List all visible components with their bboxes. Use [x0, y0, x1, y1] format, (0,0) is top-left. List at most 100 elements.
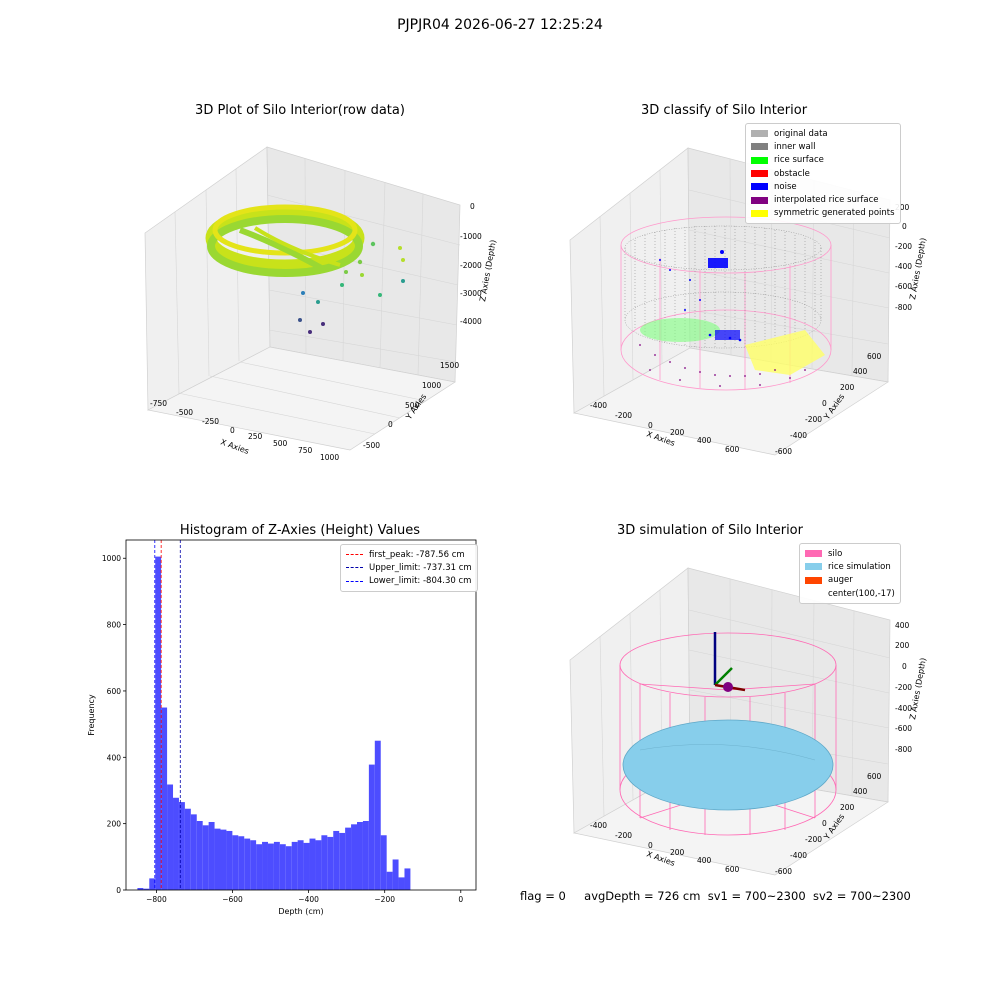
histogram-bar [226, 830, 233, 890]
histogram-bar [244, 838, 251, 890]
histogram-bar [155, 556, 162, 890]
histogram-bar [398, 877, 405, 890]
histogram-chart: −800 −600 −400 −200 0 0 200 400 600 800 1000 Dept… [87, 539, 477, 916]
panel2-ztick: -800 [895, 303, 912, 312]
histogram-xtick-label: −800 [146, 895, 167, 904]
raw-data-ring [205, 204, 405, 334]
histogram-title: Histogram of Z-Axies (Height) Values [179, 523, 421, 538]
panel4-ytick: 200 [840, 803, 855, 812]
panel1-xtick: -750 [150, 399, 167, 408]
symmetric-points [745, 330, 825, 375]
inner-wall-points [624, 225, 822, 349]
panel4-ztick: -800 [895, 745, 912, 754]
histogram-bar [161, 707, 168, 890]
panel4-ztick: -200 [895, 683, 912, 692]
legend-swatch [751, 130, 768, 138]
histogram-bar [386, 871, 393, 890]
legend-entry-upper-limit: Upper_limit: -737.31 cm [346, 561, 472, 574]
histogram-bar [303, 842, 310, 890]
histogram-bar [214, 828, 221, 890]
panel1-ytick: 1500 [440, 361, 459, 370]
panel4-xtick: 400 [697, 856, 712, 865]
panel1-title: 3D Plot of Silo Interior(row data) [195, 103, 405, 118]
panel4-ztick: 0 [902, 662, 907, 671]
panel4-xtick: 200 [670, 848, 685, 857]
panel1-xtick: -500 [176, 408, 193, 417]
histogram-bar [256, 844, 263, 890]
histogram-bar [262, 841, 268, 890]
histogram-ytick-label: 0 [116, 886, 121, 895]
noise-points [659, 250, 742, 342]
panel2-xtick: -200 [615, 411, 632, 420]
panel2-ytick: 600 [867, 352, 882, 361]
histogram-bar [267, 843, 274, 890]
histogram-bar [220, 829, 227, 890]
histogram-bar [291, 841, 298, 890]
histogram-xtick-label: −600 [222, 895, 243, 904]
legend-swatch [751, 196, 768, 204]
panel1-zlabel: Z Axies (Depth) [478, 239, 498, 302]
panel2-xtick: 400 [697, 436, 712, 445]
legend-entry-obstacle: obstacle [751, 167, 895, 180]
panel4-ztick: 400 [895, 621, 910, 630]
panel1-ytick: 500 [405, 401, 420, 410]
histogram-bar [184, 808, 191, 890]
legend-entry-noise: noise [751, 180, 895, 193]
legend-entry-auger: auger [805, 574, 895, 587]
legend-entry-center: center(100,-17) [805, 587, 895, 600]
legend-label: inner wall [774, 141, 816, 152]
panel2-title: 3D classify of Silo Interior [640, 103, 808, 118]
panel1-ztick: -2000 [460, 261, 482, 270]
panel2-ztick: -400 [895, 262, 912, 271]
legend-entry-interpolated: interpolated rice surface [751, 193, 895, 206]
legend-label: rice simulation [828, 561, 891, 572]
panel4-xtick: 600 [725, 865, 740, 874]
panel1-ztick: -1000 [460, 232, 482, 241]
legend-label: obstacle [774, 168, 810, 179]
histogram-bar [357, 821, 363, 890]
panel2-ytick: -200 [805, 415, 822, 424]
histogram-bar [351, 824, 357, 890]
legend-entry-silo: silo [805, 547, 895, 560]
histogram-bar [285, 846, 292, 890]
panel1-xtick: 250 [248, 432, 263, 441]
histogram-bar [279, 844, 286, 890]
histogram-bar [143, 888, 150, 890]
panel4-ytick: 0 [822, 819, 827, 828]
histogram-ytick-label: 800 [107, 621, 122, 630]
histogram-bar [238, 836, 245, 890]
panel2-ztick: -200 [895, 242, 912, 251]
legend-line [346, 567, 363, 569]
histogram-bar [202, 825, 209, 890]
panel1-xtick: 1000 [320, 453, 339, 462]
legend-label: original data [774, 128, 828, 139]
panel2-ytick: 400 [853, 367, 868, 376]
panel1-ztick: 0 [470, 202, 475, 211]
legend-label: noise [774, 181, 797, 192]
panel2-xtick: -400 [590, 401, 607, 410]
legend-label: silo [828, 548, 843, 559]
status-sv2: sv2 = 700~2300 [812, 889, 911, 903]
legend-label: Lower_limit: -804.30 cm [369, 576, 472, 587]
auger-marker [713, 632, 746, 692]
panel1-xtick: 500 [273, 439, 288, 448]
panel1-ztick: -3000 [460, 289, 482, 298]
histogram-xtick-label: −400 [298, 895, 319, 904]
legend-entry-rice-surface: rice surface [751, 154, 895, 167]
legend-entry-inner-wall: inner wall [751, 140, 895, 153]
histogram-bar [137, 888, 144, 890]
histogram-ytick-label: 600 [107, 687, 122, 696]
legend-entry-original-data: original data [751, 127, 895, 140]
panel2-ztick: -600 [895, 282, 912, 291]
histogram-bar [368, 764, 375, 890]
histogram-bar [196, 820, 203, 890]
histogram-bar [208, 821, 215, 890]
interpolated-points [639, 344, 806, 387]
histogram-bar [232, 835, 239, 890]
panel4-title: 3D simulation of Silo Interior [617, 523, 803, 538]
histogram-bar [339, 832, 346, 890]
panel4-xtick: -400 [590, 821, 607, 830]
panel1-ytick: -500 [363, 441, 380, 450]
panel4-ztick: -600 [895, 724, 912, 733]
histogram-bar [392, 859, 399, 890]
